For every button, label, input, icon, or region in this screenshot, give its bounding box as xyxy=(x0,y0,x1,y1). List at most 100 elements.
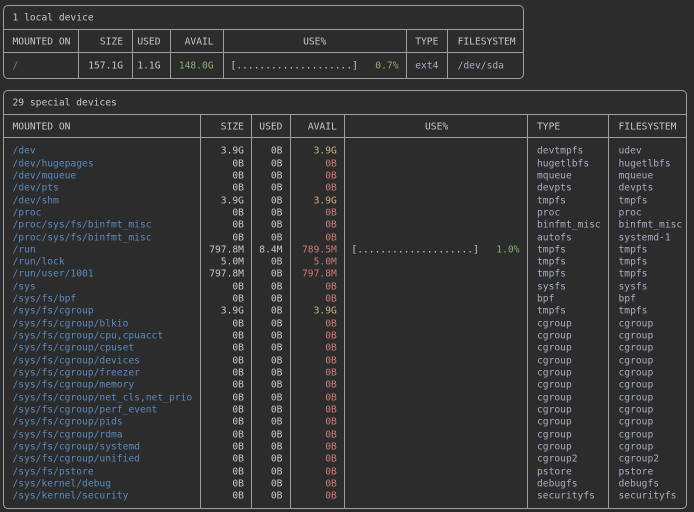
cell-used: 0B xyxy=(270,232,283,244)
cell-size: 0B xyxy=(232,379,244,391)
cell-filesystem: binfmt_misc xyxy=(618,219,683,231)
cell-mounted-on: /sys/fs/cgroup/cpuset xyxy=(12,342,135,354)
cell-avail: 0B xyxy=(325,281,337,293)
column-header-use-percent: USE% xyxy=(303,36,327,48)
cell-avail: 0B xyxy=(325,207,337,219)
cell-used: 0B xyxy=(270,182,283,194)
cell-avail: 0B xyxy=(325,429,337,441)
cell-type: cgroup xyxy=(536,342,572,354)
cell-avail: 0B xyxy=(325,441,337,453)
cell-filesystem: devpts xyxy=(618,182,654,194)
cell-type: cgroup xyxy=(536,392,572,404)
cell-size: 5.0M xyxy=(220,256,244,268)
cell-mounted-on: /sys/fs/cgroup/pids xyxy=(12,416,123,428)
cell-used: 0B xyxy=(270,342,283,354)
cell-used: 0B xyxy=(270,355,283,367)
cell-avail: 0B xyxy=(325,478,337,490)
column-separator xyxy=(251,113,253,509)
cell-type: cgroup xyxy=(536,379,572,391)
cell-mounted-on: /sys/fs/cgroup/blkio xyxy=(12,318,129,330)
cell-avail: 0B xyxy=(325,416,337,428)
cell-avail: 797.8M xyxy=(302,268,337,280)
cell-mounted-on: /sys/fs/cgroup/devices xyxy=(12,355,140,367)
cell-size: 0B xyxy=(232,466,244,478)
cell-avail: 0B xyxy=(325,379,337,391)
table-separator xyxy=(3,52,523,54)
column-header-used: USED xyxy=(137,36,161,48)
column-separator xyxy=(199,113,201,509)
cell-avail: 148.0G xyxy=(178,60,214,72)
cell-mounted-on: /run/user/1001 xyxy=(12,268,94,280)
cell-avail: 0B xyxy=(325,318,337,330)
cell-type: cgroup xyxy=(536,367,572,379)
cell-used: 0B xyxy=(270,195,283,207)
cell-size: 0B xyxy=(232,453,244,465)
special-devices-table: 29 special devices MOUNTED ON SIZE USED AVAI… xyxy=(2,90,688,510)
cell-used: 0B xyxy=(270,293,283,305)
cell-type: proc xyxy=(536,207,561,219)
cell-mounted-on: /proc/sys/fs/binfmt_misc xyxy=(12,219,152,231)
cell-used: 0B xyxy=(270,392,283,404)
cell-used: 0B xyxy=(270,170,283,182)
cell-type: tmpfs xyxy=(536,256,566,268)
column-separator xyxy=(405,29,407,79)
cell-filesystem: securityfs xyxy=(618,490,677,502)
cell-used: 1.1G xyxy=(137,60,161,72)
cell-used: 0B xyxy=(270,145,283,157)
cell-filesystem: udev xyxy=(618,145,642,157)
cell-size: 797.8M xyxy=(209,268,244,280)
cell-type: cgroup xyxy=(536,404,572,416)
cell-avail: 0B xyxy=(325,453,337,465)
cell-avail: 5.0M xyxy=(313,256,337,268)
cell-size: 0B xyxy=(232,342,244,354)
usage-bar: [....................] 1.0% xyxy=(351,244,519,255)
column-header-type: TYPE xyxy=(415,36,439,48)
cell-mounted-on: /dev/pts xyxy=(12,182,59,194)
cell-filesystem: tmpfs xyxy=(618,244,648,256)
cell-size: 0B xyxy=(232,416,244,428)
cell-filesystem: cgroup xyxy=(618,404,654,416)
cell-avail: 0B xyxy=(325,490,337,502)
cell-avail: 0B xyxy=(325,404,337,416)
column-header-mounted-on: MOUNTED ON xyxy=(12,36,71,48)
column-header-use-percent: USE% xyxy=(425,121,449,133)
cell-used: 0B xyxy=(270,256,283,268)
cell-mounted-on: /sys/fs/cgroup/memory xyxy=(12,379,135,391)
cell-avail: 0B xyxy=(325,219,337,231)
cell-type: devtmpfs xyxy=(536,145,584,157)
cell-type: tmpfs xyxy=(536,305,566,317)
cell-used: 0B xyxy=(270,219,283,231)
cell-filesystem: cgroup xyxy=(618,355,654,367)
cell-mounted-on: /sys/fs/pstore xyxy=(12,466,94,478)
cell-mounted-on: /proc xyxy=(12,207,42,219)
cell-mounted-on: /dev xyxy=(12,145,36,157)
cell-used: 0B xyxy=(270,478,283,490)
cell-size: 3.9G xyxy=(220,305,244,317)
cell-used: 0B xyxy=(270,318,283,330)
cell-filesystem: cgroup xyxy=(618,441,654,453)
cell-avail: 0B xyxy=(325,330,337,342)
cell-avail: 3.9G xyxy=(313,305,337,317)
cell-used: 0B xyxy=(270,490,283,502)
cell-mounted-on: /sys/fs/bpf xyxy=(12,293,77,305)
cell-used: 0B xyxy=(270,429,283,441)
cell-mounted-on: /sys/fs/cgroup/net_cls,net_prio xyxy=(12,392,193,404)
cell-type: tmpfs xyxy=(536,268,566,280)
column-header-mounted-on: MOUNTED ON xyxy=(12,121,71,133)
cell-size: 0B xyxy=(232,232,244,244)
cell-avail: 0B xyxy=(325,355,337,367)
cell-filesystem: cgroup xyxy=(618,392,654,404)
cell-mounted-on: /sys/fs/cgroup xyxy=(12,305,94,317)
column-header-filesystem: FILESYSTEM xyxy=(457,36,516,48)
cell-filesystem: cgroup xyxy=(618,367,654,379)
usage-bar-track: [....................] xyxy=(351,244,479,256)
cell-size: 0B xyxy=(232,158,244,170)
cell-type: cgroup xyxy=(536,330,572,342)
cell-size: 0B xyxy=(232,207,244,219)
cell-avail: 0B xyxy=(325,182,337,194)
column-separator xyxy=(289,113,291,509)
column-header-filesystem: FILESYSTEM xyxy=(618,121,677,133)
cell-used: 0B xyxy=(270,305,283,317)
cell-size: 3.9G xyxy=(220,195,244,207)
